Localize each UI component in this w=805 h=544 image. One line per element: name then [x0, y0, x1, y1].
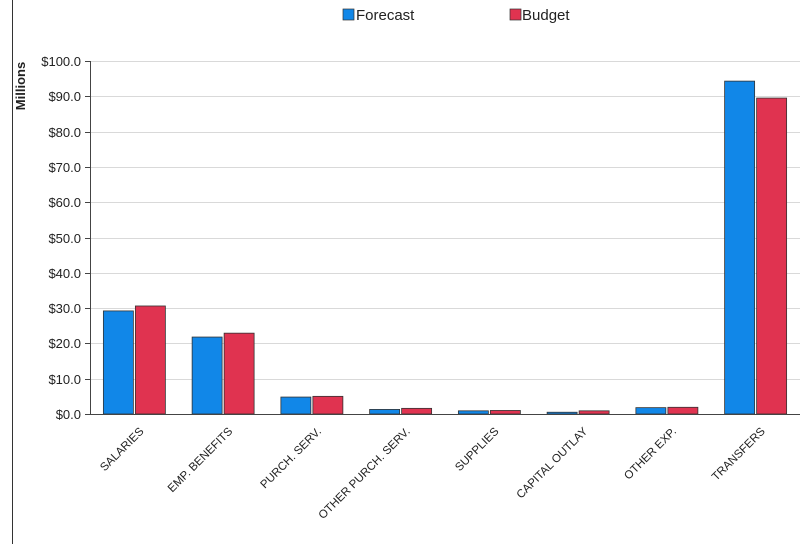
bar-budget-5 — [578, 410, 610, 415]
x-tick-label: OTHER EXP. — [622, 426, 679, 483]
bar-forecast-3 — [369, 409, 401, 415]
legend-swatch-forecast — [342, 8, 355, 21]
y-axis-ticks: $0.0 $10.0 $20.0 $30.0 $40.0 $50.0 $60.0 $70.0 $… — [41, 54, 90, 422]
x-tick-label: OTHER PURCH. SERV. — [317, 426, 413, 522]
y-tick-label: $90.0 — [48, 89, 81, 104]
bar-forecast-2 — [280, 396, 312, 415]
y-tick-label: $20.0 — [48, 336, 81, 351]
y-tick-label: $0.0 — [56, 407, 81, 422]
x-tick-label: SUPPLIES — [453, 425, 501, 473]
x-tick-label: CAPITAL OUTLAY — [515, 425, 591, 501]
legend: Forecast Budget — [342, 7, 570, 24]
bar-forecast-5 — [546, 411, 578, 415]
bar-budget-6 — [667, 406, 699, 415]
bar-forecast-7 — [724, 80, 756, 415]
bar-budget-0 — [134, 305, 166, 415]
bar-budget-3 — [401, 407, 433, 415]
bar-budget-7 — [756, 97, 788, 415]
x-tick-label: PURCH. SERV. — [259, 426, 324, 491]
y-axis-title: Millions — [13, 62, 28, 110]
bar-forecast-6 — [635, 407, 667, 415]
x-tick-label: TRANSFERS — [710, 425, 768, 483]
x-tick-label: SALARIES — [98, 425, 146, 473]
x-axis-labels: SALARIES EMP. BENEFITS PURCH. SERV.OTHER P… — [98, 425, 768, 521]
y-tick-label: $80.0 — [48, 125, 81, 140]
bar-forecast-1 — [191, 336, 223, 415]
legend-swatch-budget — [509, 8, 522, 21]
bars — [102, 80, 788, 415]
legend-label-forecast: Forecast — [356, 7, 415, 24]
y-tick-label: $10.0 — [48, 372, 81, 387]
y-tick-label: $60.0 — [48, 195, 81, 210]
y-tick-label: $70.0 — [48, 160, 81, 175]
y-tick-label: $30.0 — [48, 301, 81, 316]
y-tick-label: $50.0 — [48, 231, 81, 246]
bar-forecast-0 — [102, 310, 134, 415]
bar-budget-1 — [223, 332, 255, 415]
bar-budget-4 — [489, 410, 521, 415]
y-tick-label: $100.0 — [41, 54, 81, 69]
bar-budget-2 — [312, 395, 344, 415]
gridlines — [90, 61, 800, 380]
x-tick-label: EMP. BENEFITS — [166, 425, 236, 495]
y-tick-label: $40.0 — [48, 266, 81, 281]
legend-label-budget: Budget — [522, 7, 570, 24]
bar-forecast-4 — [457, 410, 489, 415]
